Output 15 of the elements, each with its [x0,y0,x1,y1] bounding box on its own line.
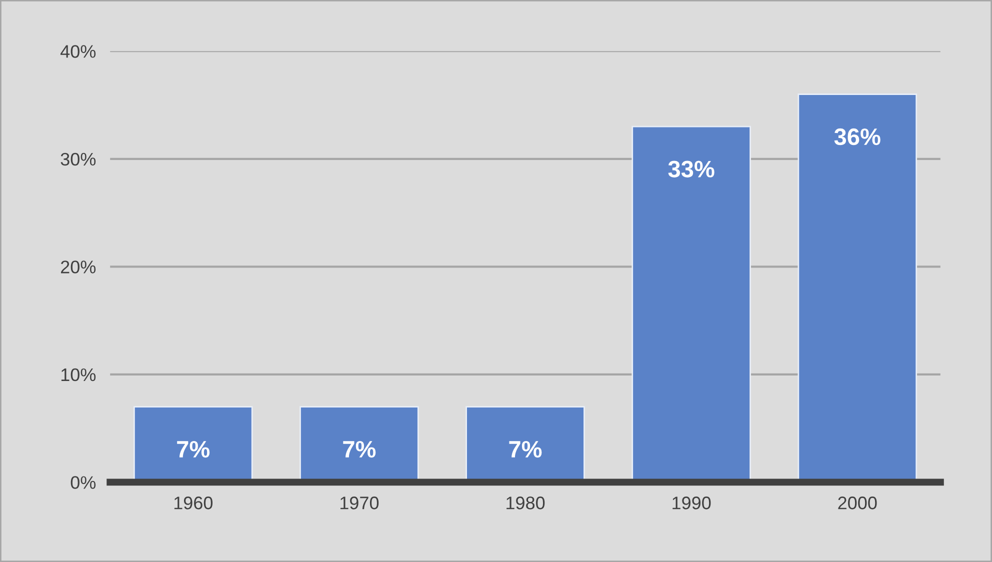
data-label: 7% [343,440,376,458]
data-label: 33% [668,160,714,178]
x-tick-label: 1970 [340,496,379,510]
y-tick-label: 0% [70,476,96,489]
x-tick-label: 2000 [838,496,877,510]
y-tick-label: 20% [60,260,96,274]
y-tick-label: 40% [60,45,96,58]
data-label: 36% [834,128,880,146]
data-label: 7% [509,440,542,458]
y-tick-label: 10% [61,368,96,382]
data-label: 7% [177,440,210,458]
x-tick-label: 1960 [174,496,213,510]
x-tick-label: 1990 [672,496,711,510]
x-tick-label: 1980 [506,496,545,510]
y-tick-label: 30% [60,152,96,166]
